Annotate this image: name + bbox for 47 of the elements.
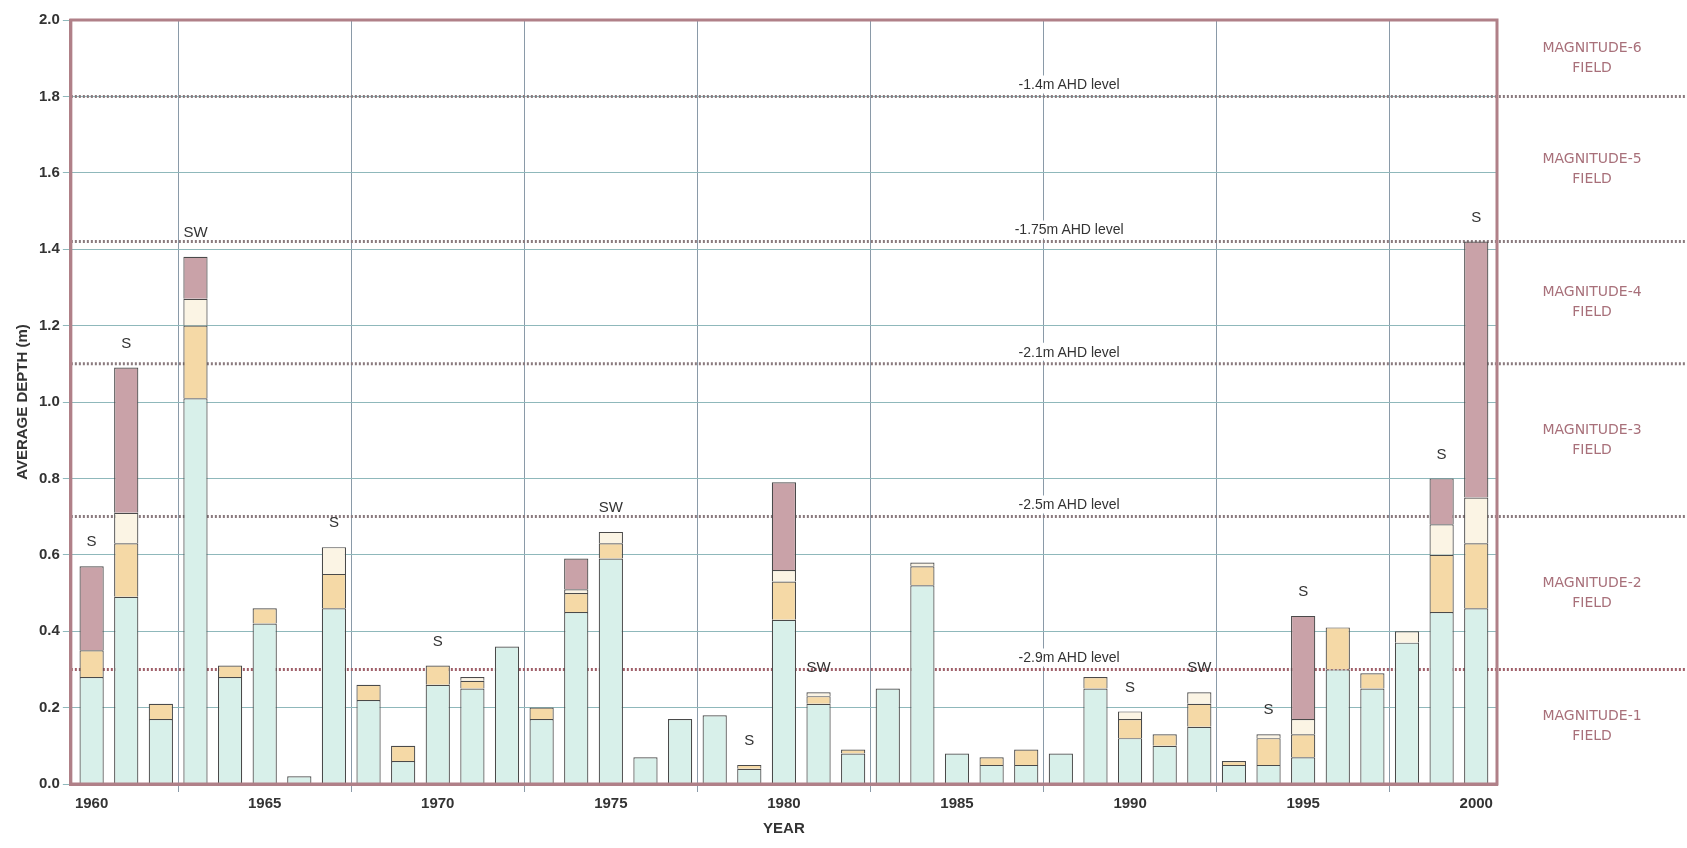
y-tick-label: 1.2 <box>38 315 60 333</box>
x-axis-title: YEAR <box>763 819 805 837</box>
text: MAGNITUDE-1 FIELD <box>1542 707 1642 744</box>
annotation: S <box>1436 444 1447 462</box>
y-tick-label: 0.6 <box>38 544 60 562</box>
annotation: S <box>86 532 97 550</box>
annotation: S <box>744 731 755 749</box>
annotation: S <box>1125 677 1136 695</box>
y-tick-label: 0.2 <box>38 697 60 715</box>
x-tick-label: 2000 <box>1459 794 1493 812</box>
x-tick-label: 1960 <box>74 794 109 812</box>
x-tick-label: 1965 <box>248 794 282 812</box>
annotation: S <box>432 631 443 649</box>
text: MAGNITUDE-4 FIELD <box>1542 283 1642 320</box>
x-tick-label: 1995 <box>1286 794 1320 812</box>
y-axis-title: AVERAGE DEPTH (m) <box>13 324 31 480</box>
y-tick-label: 1.8 <box>38 86 60 104</box>
ref-line-label: -1.4m AHD level <box>1018 76 1120 93</box>
x-tick-label: 1980 <box>767 794 801 812</box>
ref-line-label: -1.75m AHD level <box>1014 221 1124 238</box>
annotation: S <box>121 333 132 351</box>
y-tick-label: 0.0 <box>38 774 60 792</box>
annotation: S <box>1298 582 1309 600</box>
annotation: SW <box>598 498 624 516</box>
annotation: S <box>1471 207 1482 225</box>
ref-line-label: -2.1m AHD level <box>1018 343 1120 360</box>
y-tick-label: 1.4 <box>38 239 61 257</box>
y-tick-label: 2.0 <box>38 10 60 28</box>
x-tick-label: 1990 <box>1113 794 1147 812</box>
text: MAGNITUDE-2 FIELD <box>1542 573 1642 610</box>
annotation: SW <box>183 222 209 240</box>
x-tick-label: 1985 <box>940 794 974 812</box>
annotation: S <box>328 513 339 531</box>
ref-line-label: -2.5m AHD level <box>1018 496 1120 513</box>
annotation: SW <box>806 658 832 676</box>
annotation: SW <box>1187 658 1213 676</box>
text: MAGNITUDE-6 FIELD <box>1542 38 1642 75</box>
ref-line-label: -2.9m AHD level <box>1018 649 1120 666</box>
x-tick-label: 1975 <box>594 794 628 812</box>
text: MAGNITUDE-5 FIELD <box>1542 149 1642 186</box>
y-tick-label: 1.0 <box>38 392 60 410</box>
y-tick-label: 0.8 <box>38 468 60 486</box>
y-tick-label: 1.6 <box>38 162 60 180</box>
x-tick-label: 1970 <box>421 794 455 812</box>
annotation: S <box>1263 700 1274 718</box>
y-tick-label: 0.4 <box>38 621 61 639</box>
text: MAGNITUDE-3 FIELD <box>1542 420 1642 457</box>
